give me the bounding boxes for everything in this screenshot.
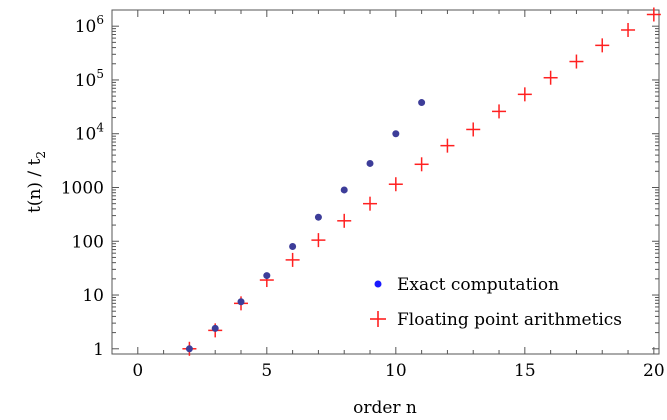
exact-computation-point bbox=[341, 186, 348, 193]
exact-computation-point bbox=[392, 130, 399, 137]
y-tick-label: 100 bbox=[72, 232, 104, 252]
floating-point-point bbox=[466, 122, 480, 136]
legend-label-exact: Exact computation bbox=[397, 275, 559, 295]
exact-computation-point bbox=[186, 345, 193, 352]
legend: Exact computation Floating point arithme… bbox=[370, 275, 622, 330]
legend-marker-exact bbox=[375, 281, 382, 288]
floating-point-point bbox=[415, 157, 429, 171]
exact-computation-point bbox=[367, 160, 374, 167]
y-tick-label: 10 bbox=[82, 286, 104, 306]
exact-computation-point bbox=[238, 298, 245, 305]
y-axis-ticks: 1 10 100 1000 104 105 106 bbox=[61, 10, 659, 360]
x-tick-label: 10 bbox=[385, 361, 407, 381]
floating-point-point bbox=[595, 38, 609, 52]
y-tick-label: 105 bbox=[75, 67, 104, 91]
y-tick-label: 1000 bbox=[61, 178, 104, 198]
y-tick-label: 106 bbox=[75, 13, 104, 37]
floating-point-point bbox=[363, 197, 377, 211]
floating-point-point bbox=[311, 233, 325, 247]
floating-point-point bbox=[337, 214, 351, 228]
exact-computation-point bbox=[263, 272, 270, 279]
floating-point-point bbox=[621, 23, 635, 37]
floating-point-point bbox=[286, 253, 300, 267]
x-tick-label: 20 bbox=[643, 361, 665, 381]
y-axis-label-subscript: 2 bbox=[34, 151, 48, 159]
floating-point-point bbox=[492, 104, 506, 118]
legend-marker-floating bbox=[370, 311, 386, 327]
y-tick-label: 104 bbox=[75, 121, 105, 145]
exact-computation-point bbox=[212, 325, 219, 332]
x-axis-label: order n bbox=[353, 398, 417, 418]
floating-point-point bbox=[389, 177, 403, 191]
floating-point-point bbox=[544, 71, 558, 85]
x-tick-label: 15 bbox=[514, 361, 536, 381]
exact-computation-point bbox=[315, 214, 322, 221]
exact-computation-point bbox=[418, 99, 425, 106]
x-tick-label: 5 bbox=[261, 361, 272, 381]
series-layer bbox=[182, 7, 660, 355]
x-tick-label: 0 bbox=[132, 361, 143, 381]
floating-point-point bbox=[440, 139, 454, 153]
floating-point-point bbox=[518, 87, 532, 101]
floating-point-point bbox=[569, 55, 583, 69]
exact-computation-point bbox=[289, 243, 296, 250]
y-tick-label: 1 bbox=[93, 340, 104, 360]
y-axis-label: t(n) / t2 bbox=[25, 151, 48, 213]
legend-label-floating: Floating point arithmetics bbox=[397, 310, 622, 330]
